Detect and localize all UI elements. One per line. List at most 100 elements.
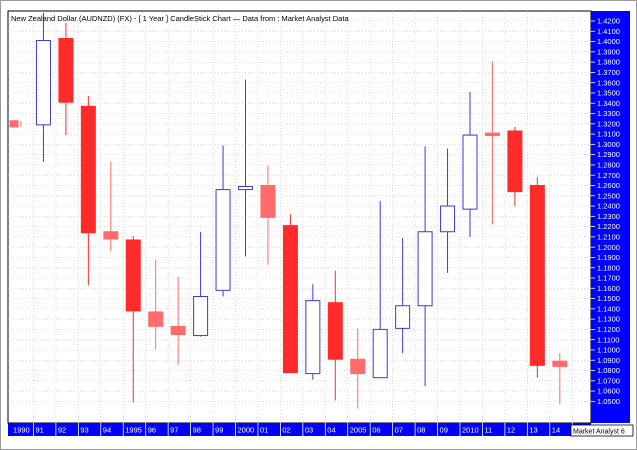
candle-body — [305, 300, 321, 375]
price-tick-label: 1.0500 — [597, 397, 620, 406]
price-tick-label: 1.2800 — [597, 161, 620, 170]
candle-body — [350, 358, 366, 375]
candle-body — [282, 225, 298, 374]
price-tick-label: 1.4200 — [597, 17, 620, 26]
time-tick-label: 98 — [193, 426, 201, 435]
candle-09 — [440, 148, 456, 273]
candle-1990 — [9, 120, 22, 128]
price-tick-label: 1.4100 — [597, 27, 620, 36]
price-tick-label: 1.2000 — [597, 243, 620, 252]
candle-07 — [395, 237, 411, 354]
candle-body — [484, 132, 500, 137]
candle-03 — [305, 284, 321, 380]
price-axis — [591, 11, 630, 423]
candle-1995 — [125, 235, 141, 403]
candle-body — [552, 360, 568, 367]
candle-body — [260, 184, 276, 218]
price-tick-label: 1.1000 — [597, 346, 620, 355]
price-tick-label: 1.3600 — [597, 78, 620, 87]
price-tick-label: 1.1300 — [597, 315, 620, 324]
price-tick-label: 1.1600 — [597, 284, 620, 293]
time-tick-label: 04 — [327, 426, 335, 435]
time-tick-label: 07 — [395, 426, 403, 435]
candle-02 — [282, 214, 298, 374]
candle-11 — [484, 61, 500, 225]
price-tick-label: 1.2700 — [597, 171, 620, 180]
price-tick-label: 1.0700 — [597, 376, 620, 385]
time-tick-label: 08 — [417, 426, 425, 435]
price-tick-label: 1.1200 — [597, 325, 620, 334]
time-tick-label: 11 — [484, 426, 492, 435]
price-tick-label: 1.1900 — [597, 253, 620, 262]
candle-body — [238, 186, 253, 191]
chart-title: New Zealand Dollar (AUDNZD) (FX) - [ 1 Y… — [11, 14, 349, 23]
time-tick-label: 2005 — [350, 426, 367, 435]
time-tick-label: 2000 — [238, 426, 255, 435]
time-tick-label: 14 — [552, 426, 560, 435]
price-tick-label: 1.3700 — [597, 68, 620, 77]
time-axis — [8, 423, 591, 436]
time-tick-label: 97 — [170, 426, 178, 435]
candle-body — [35, 40, 51, 126]
price-tick-label: 1.1400 — [597, 304, 620, 313]
price-tick-label: 1.0900 — [597, 356, 620, 365]
candle-body — [417, 231, 433, 307]
price-tick-label: 1.3300 — [597, 109, 620, 118]
price-tick-label: 1.4000 — [597, 37, 620, 46]
candle-2000 — [238, 79, 253, 257]
time-tick-label: 2010 — [462, 426, 479, 435]
price-tick-label: 1.1100 — [597, 335, 619, 344]
price-tick-label: 1.2600 — [597, 181, 620, 190]
candle-body — [148, 311, 164, 327]
time-tick-label: 03 — [305, 426, 313, 435]
price-tick-label: 1.2200 — [597, 222, 620, 231]
time-tick-label: 06 — [372, 426, 380, 435]
grid-layer — [8, 11, 591, 423]
candle-97 — [170, 276, 186, 365]
time-tick-label: 94 — [103, 426, 111, 435]
candle-08 — [417, 146, 433, 386]
candle-layer — [9, 12, 568, 409]
time-tick-label: 1990 — [13, 426, 30, 435]
candle-body — [440, 205, 456, 233]
candle-body — [395, 305, 411, 329]
candle-body — [372, 328, 388, 379]
candle-01 — [260, 165, 276, 265]
candle-13 — [529, 177, 545, 378]
price-tick-label: 1.3100 — [597, 130, 620, 139]
price-tick-label: 1.0600 — [597, 387, 620, 396]
candle-12 — [507, 126, 523, 207]
time-tick-label: 96 — [148, 426, 156, 435]
time-tick-label: 12 — [507, 426, 515, 435]
candle-96 — [148, 259, 164, 349]
candle-93 — [80, 96, 96, 286]
candle-body — [507, 130, 523, 193]
time-tick-label: 99 — [215, 426, 223, 435]
candle-body — [193, 296, 209, 337]
candle-body — [103, 231, 119, 240]
candle-92 — [58, 23, 74, 136]
price-tick-label: 1.2100 — [597, 232, 620, 241]
time-tick-label: 92 — [58, 426, 66, 435]
candle-body — [215, 189, 231, 291]
price-tick-label: 1.3000 — [597, 140, 620, 149]
candle-99 — [215, 145, 231, 297]
market-analyst-badge-text: Market Analyst 6 — [573, 429, 625, 436]
time-tick-label: 93 — [80, 426, 88, 435]
candle-98 — [193, 231, 209, 337]
price-tick-label: 1.3400 — [597, 99, 620, 108]
price-tick-label: 1.2500 — [597, 191, 620, 200]
time-tick-label: 09 — [440, 426, 448, 435]
price-tick-label: 1.3200 — [597, 119, 620, 128]
time-axis-labels: 1990 91 92 93 94 1995 96 97 98 99 2000 01 02 03 04 2005… — [13, 423, 583, 436]
candle-body — [529, 184, 545, 366]
price-tick-label: 1.3500 — [597, 89, 620, 98]
time-tick-label: 13 — [529, 426, 537, 435]
candle-04 — [327, 270, 343, 401]
candle-body — [327, 302, 343, 360]
candle-91 — [35, 12, 51, 162]
price-tick-label: 1.2300 — [597, 212, 620, 221]
price-tick-label: 1.2900 — [597, 150, 620, 159]
